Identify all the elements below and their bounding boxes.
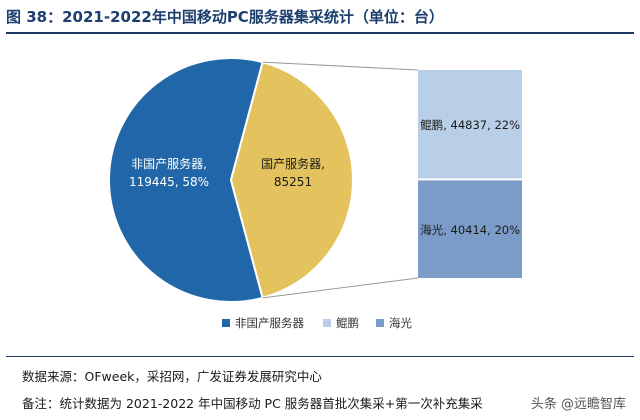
connector-top (262, 61, 419, 71)
legend-swatch-0 (222, 319, 230, 327)
slice-domestic (229, 60, 354, 300)
breakdown-bar-kunpeng (418, 70, 522, 179)
title-divider (6, 32, 634, 34)
label-non-domestic-line1: 非国产服务器, (131, 156, 207, 171)
footer-divider (6, 356, 634, 357)
label-non-domestic-line2: 119445, 58% (129, 175, 209, 189)
chart-title: 图 38：2021-2022年中国移动PC服务器集采统计（单位：台） (6, 8, 444, 26)
slice-non-domestic (108, 57, 264, 303)
label-domestic-line1: 国产服务器, (261, 156, 325, 171)
source-note: 数据来源：OFweek，采招网，广发证券发展研究中心 (22, 369, 322, 384)
legend-swatch-1 (323, 319, 331, 327)
remark-note: 备注：统计数据为 2021-2022 年中国移动 PC 服务器首批次集采+第一次… (22, 396, 483, 411)
pie-chart: 非国产服务器, 119445, 58% 国产服务器, 85251 鲲鹏, 44837,… (108, 57, 522, 330)
legend-label-1: 鲲鹏 (336, 316, 359, 330)
label-domestic-line2: 85251 (274, 175, 312, 189)
connector-bottom (262, 277, 419, 299)
breakdown-label-kunpeng: 鲲鹏, 44837, 22% (420, 118, 520, 132)
legend-label-2: 海光 (389, 316, 412, 330)
legend-swatch-2 (376, 319, 384, 327)
watermark: 头条 @远瞻智库 (526, 393, 630, 412)
breakdown-bar-haiguang (418, 180, 522, 278)
breakdown-label-haiguang: 海光, 40414, 20% (420, 223, 520, 237)
legend-label-0: 非国产服务器 (235, 316, 304, 330)
